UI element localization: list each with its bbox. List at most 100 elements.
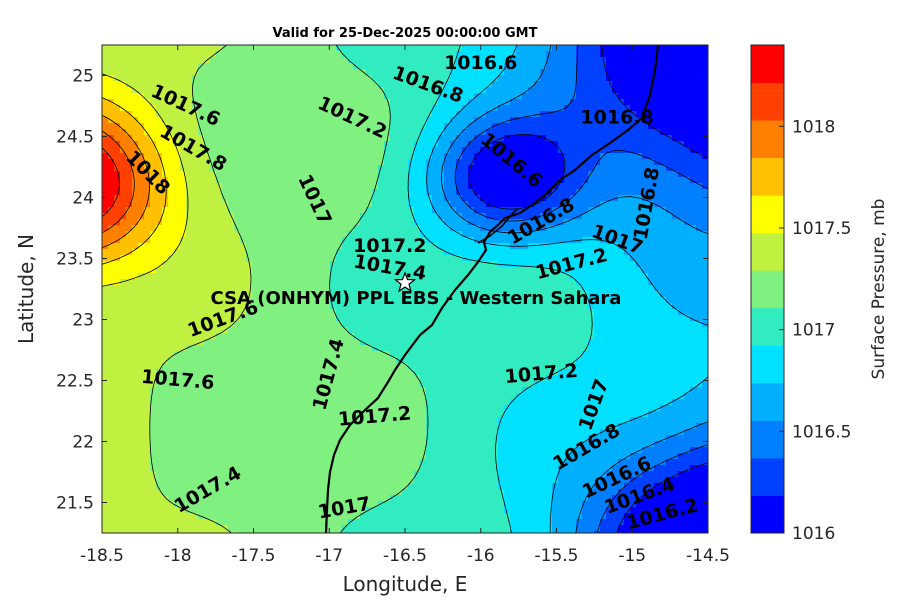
pressure-cell: [486, 243, 493, 250]
pressure-cell: [222, 183, 229, 190]
pressure-cell: [468, 249, 475, 256]
pressure-cell: [342, 327, 349, 334]
pressure-cell: [660, 303, 667, 310]
pressure-cell: [366, 243, 373, 250]
pressure-cell: [612, 165, 619, 172]
pressure-cell: [456, 273, 463, 280]
pressure-cell: [330, 117, 337, 124]
pressure-cell: [522, 285, 529, 292]
pressure-cell: [486, 153, 493, 160]
pressure-cell: [438, 189, 445, 196]
pressure-cell: [468, 123, 475, 130]
pressure-cell: [510, 297, 517, 304]
pressure-cell: [444, 45, 451, 52]
pressure-cell: [528, 261, 535, 268]
pressure-cell: [702, 63, 708, 70]
pressure-cell: [516, 255, 523, 262]
pressure-cell: [276, 165, 283, 172]
pressure-cell: [552, 255, 559, 262]
pressure-cell: [618, 51, 625, 58]
pressure-cell: [234, 309, 241, 316]
pressure-cell: [648, 207, 655, 214]
pressure-cell: [528, 75, 535, 82]
pressure-cell: [108, 165, 115, 172]
pressure-cell: [198, 255, 205, 262]
pressure-cell: [126, 69, 133, 76]
pressure-cell: [348, 57, 355, 64]
pressure-cell: [324, 129, 331, 136]
pressure-cell: [666, 45, 673, 52]
pressure-cell: [132, 219, 139, 226]
pressure-cell: [618, 243, 625, 250]
pressure-cell: [414, 93, 421, 100]
pressure-cell: [114, 141, 121, 148]
pressure-cell: [408, 87, 415, 94]
pressure-cell: [456, 231, 463, 238]
pressure-cell: [336, 177, 343, 184]
pressure-cell: [258, 171, 265, 178]
pressure-cell: [570, 105, 577, 112]
pressure-cell: [504, 315, 511, 322]
pressure-cell: [486, 315, 493, 322]
pressure-cell: [198, 207, 205, 214]
pressure-cell: [522, 201, 529, 208]
pressure-cell: [330, 249, 337, 256]
pressure-cell: [390, 285, 397, 292]
pressure-cell: [672, 267, 679, 274]
pressure-cell: [270, 183, 277, 190]
pressure-cell: [624, 99, 631, 106]
pressure-cell: [444, 255, 451, 262]
pressure-cell: [306, 189, 313, 196]
pressure-cell: [672, 225, 679, 232]
pressure-cell: [252, 231, 259, 238]
pressure-cell: [516, 159, 523, 166]
pressure-cell: [378, 141, 385, 148]
pressure-cell: [618, 117, 625, 124]
pressure-cell: [690, 141, 697, 148]
pressure-cell: [672, 117, 679, 124]
pressure-cell: [102, 303, 109, 310]
pressure-cell: [336, 231, 343, 238]
pressure-cell: [462, 159, 469, 166]
pressure-cell: [330, 171, 337, 178]
pressure-cell: [216, 231, 223, 238]
pressure-cell: [276, 195, 283, 202]
pressure-cell: [294, 333, 301, 340]
pressure-cell: [654, 327, 661, 334]
pressure-cell: [336, 321, 343, 328]
pressure-cell: [204, 75, 211, 82]
pressure-cell: [474, 177, 481, 184]
pressure-cell: [396, 117, 403, 124]
pressure-cell: [126, 75, 133, 82]
pressure-cell: [648, 141, 655, 148]
pressure-cell: [186, 117, 193, 124]
pressure-cell: [516, 165, 523, 172]
pressure-cell: [546, 333, 553, 340]
pressure-cell: [558, 129, 565, 136]
pressure-cell: [498, 123, 505, 130]
pressure-cell: [252, 99, 259, 106]
pressure-cell: [402, 75, 409, 82]
pressure-cell: [666, 225, 673, 232]
pressure-cell: [600, 93, 607, 100]
pressure-cell: [666, 207, 673, 214]
pressure-cell: [198, 99, 205, 106]
pressure-cell: [462, 189, 469, 196]
pressure-cell: [384, 93, 391, 100]
pressure-cell: [630, 87, 637, 94]
pressure-cell: [456, 207, 463, 214]
pressure-cell: [126, 285, 133, 292]
pressure-cell: [366, 165, 373, 172]
pressure-cell: [336, 291, 343, 298]
pressure-cell: [372, 63, 379, 70]
pressure-cell: [240, 231, 247, 238]
pressure-cell: [372, 207, 379, 214]
pressure-cell: [210, 111, 217, 118]
pressure-cell: [132, 207, 139, 214]
pressure-cell: [174, 291, 181, 298]
pressure-cell: [180, 57, 187, 64]
pressure-cell: [162, 249, 169, 256]
pressure-cell: [390, 201, 397, 208]
pressure-cell: [294, 147, 301, 154]
pressure-cell: [240, 51, 247, 58]
